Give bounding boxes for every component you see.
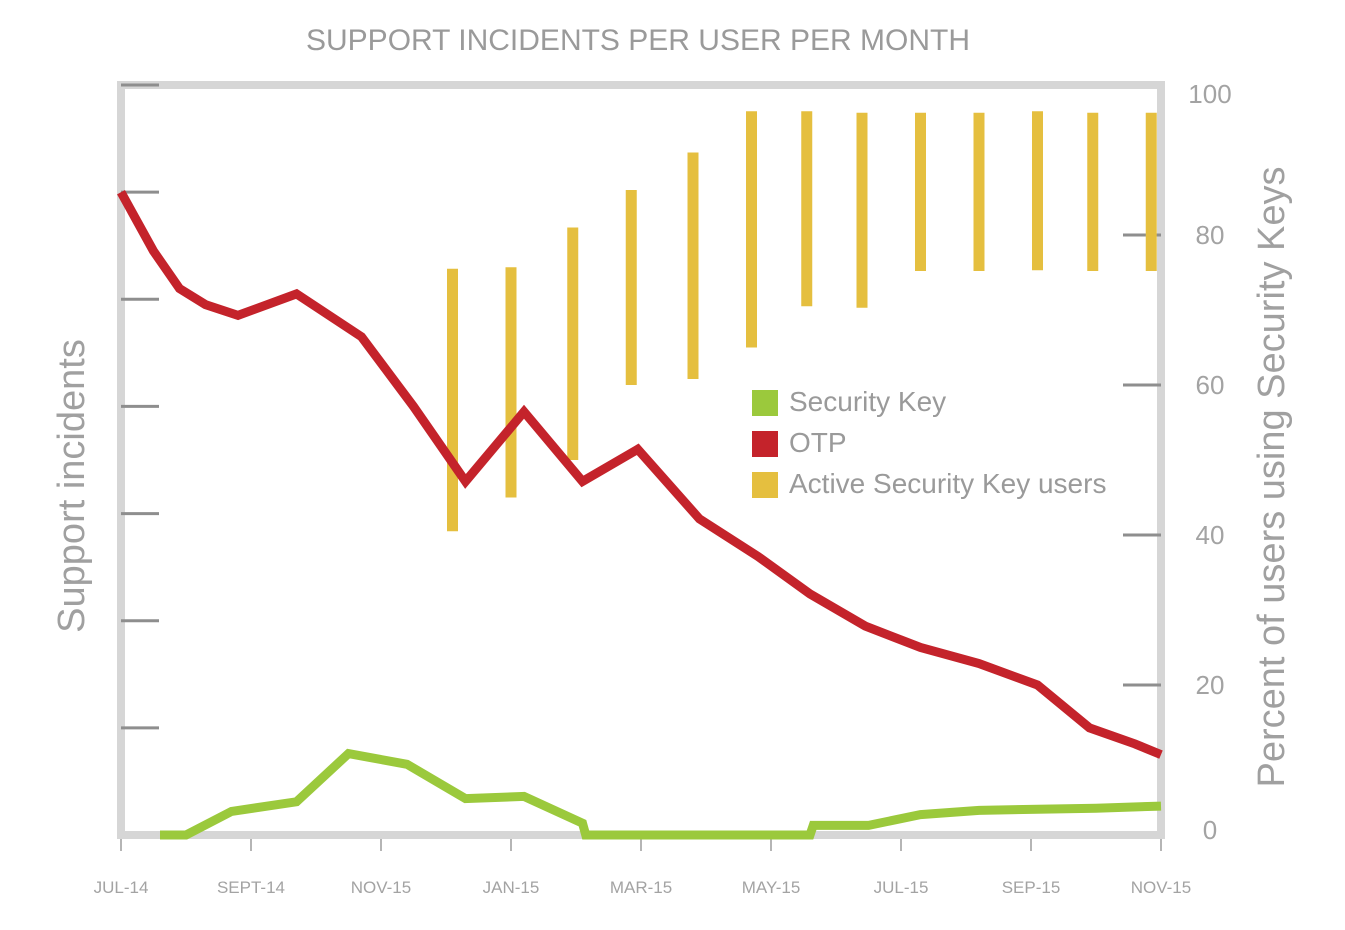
y-left-axis-label: Support incidents [51, 339, 93, 633]
x-tick-label: NOV-15 [351, 878, 411, 897]
legend-label-security_key: Security Key [789, 386, 946, 417]
y-right-axis-label: Percent of users using Security Keys [1251, 167, 1293, 788]
active-users-bars [447, 111, 1157, 532]
right-tick-label: 40 [1196, 520, 1225, 550]
x-tick-label: SEPT-14 [217, 878, 285, 897]
series-lines [117, 189, 1163, 840]
right-tick-label: 60 [1196, 370, 1225, 400]
x-tick-label: JUL-15 [874, 878, 929, 897]
legend-swatch-security_key [752, 390, 778, 416]
x-tick-label: MAY-15 [742, 878, 801, 897]
x-tick-label: JUL-14 [94, 878, 149, 897]
legend-label-active_users: Active Security Key users [789, 468, 1106, 499]
otp-line [117, 189, 1163, 759]
right-tick-label: 0 [1203, 815, 1217, 845]
right-tick-label: 80 [1196, 220, 1225, 250]
legend-swatch-active_users [752, 472, 778, 498]
x-tick-label: JAN-15 [483, 878, 540, 897]
x-tick-label: MAR-15 [610, 878, 672, 897]
right-tick-label: 100 [1188, 79, 1231, 109]
x-tick-label: SEP-15 [1002, 878, 1061, 897]
right-tick-label: 20 [1196, 670, 1225, 700]
x-ticks: JUL-14 SEPT-14 NOV-15 JAN-15 MAR-15 MAY-15 JUL… [94, 839, 1191, 897]
legend-label-otp: OTP [789, 427, 847, 458]
plot-frame [117, 81, 1165, 839]
chart-title: SUPPORT INCIDENTS PER USER PER MONTH [306, 24, 970, 57]
right-ticks: 0 20 40 60 80 100 [1123, 79, 1232, 845]
legend-swatch-otp [752, 431, 778, 457]
x-tick-label: NOV-15 [1131, 878, 1191, 897]
left-ticks [121, 83, 159, 730]
security_key-line [160, 748, 1162, 840]
legend: Security Key OTP Active Security Key users [752, 386, 1106, 499]
plot-frame-layer [117, 81, 1165, 839]
